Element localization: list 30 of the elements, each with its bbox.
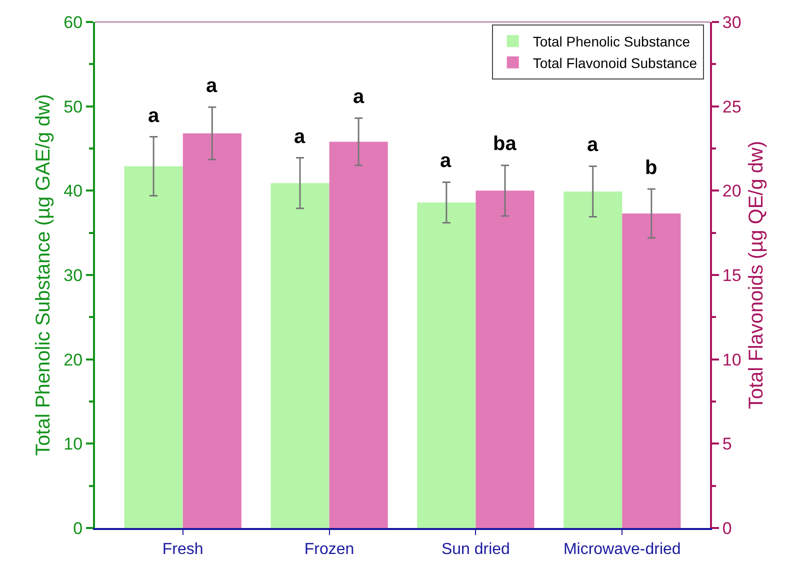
annotation: a: [353, 86, 365, 108]
y-tick-label: 20: [64, 350, 83, 370]
annotation: a: [148, 105, 160, 127]
y2-tick-label: 0: [722, 518, 732, 538]
x-tick-label: Microwave-dried: [563, 541, 681, 558]
annotation: a: [440, 150, 452, 172]
annotation: ba: [493, 133, 518, 155]
y-tick-label: 30: [64, 266, 83, 285]
y-tick-label: 0: [73, 518, 83, 538]
y-tick-label: 50: [64, 97, 83, 116]
y2-axis-title: Total Flavonoids (µg QE/g dw): [745, 140, 768, 410]
x-tick-label: Sun dried: [441, 541, 510, 558]
y-tick-label: 10: [64, 434, 83, 454]
y-axis-title: Total Phenolic Substance (µg GAE/g dw): [32, 94, 55, 456]
y2-tick-label: 20: [722, 182, 742, 201]
legend-label: Total Flavonoid Substance: [532, 54, 698, 71]
x-tick-label: Fresh: [162, 541, 204, 558]
y-tick-label: 40: [64, 182, 83, 201]
y2-tick-label: 10: [722, 350, 742, 370]
y2-tick-label: 5: [722, 434, 732, 454]
annotation: a: [294, 126, 306, 148]
y2-tick-label: 15: [722, 266, 742, 285]
y2-tick-label: 25: [722, 97, 742, 116]
x-tick-label: Frozen: [304, 541, 354, 558]
y-tick-label: 60: [64, 12, 83, 32]
annotation: a: [587, 134, 599, 156]
annotation: b: [645, 157, 658, 179]
legend-label: Total Phenolic Substance: [532, 34, 690, 50]
annotation: a: [206, 75, 218, 97]
y2-tick-label: 30: [722, 12, 742, 32]
